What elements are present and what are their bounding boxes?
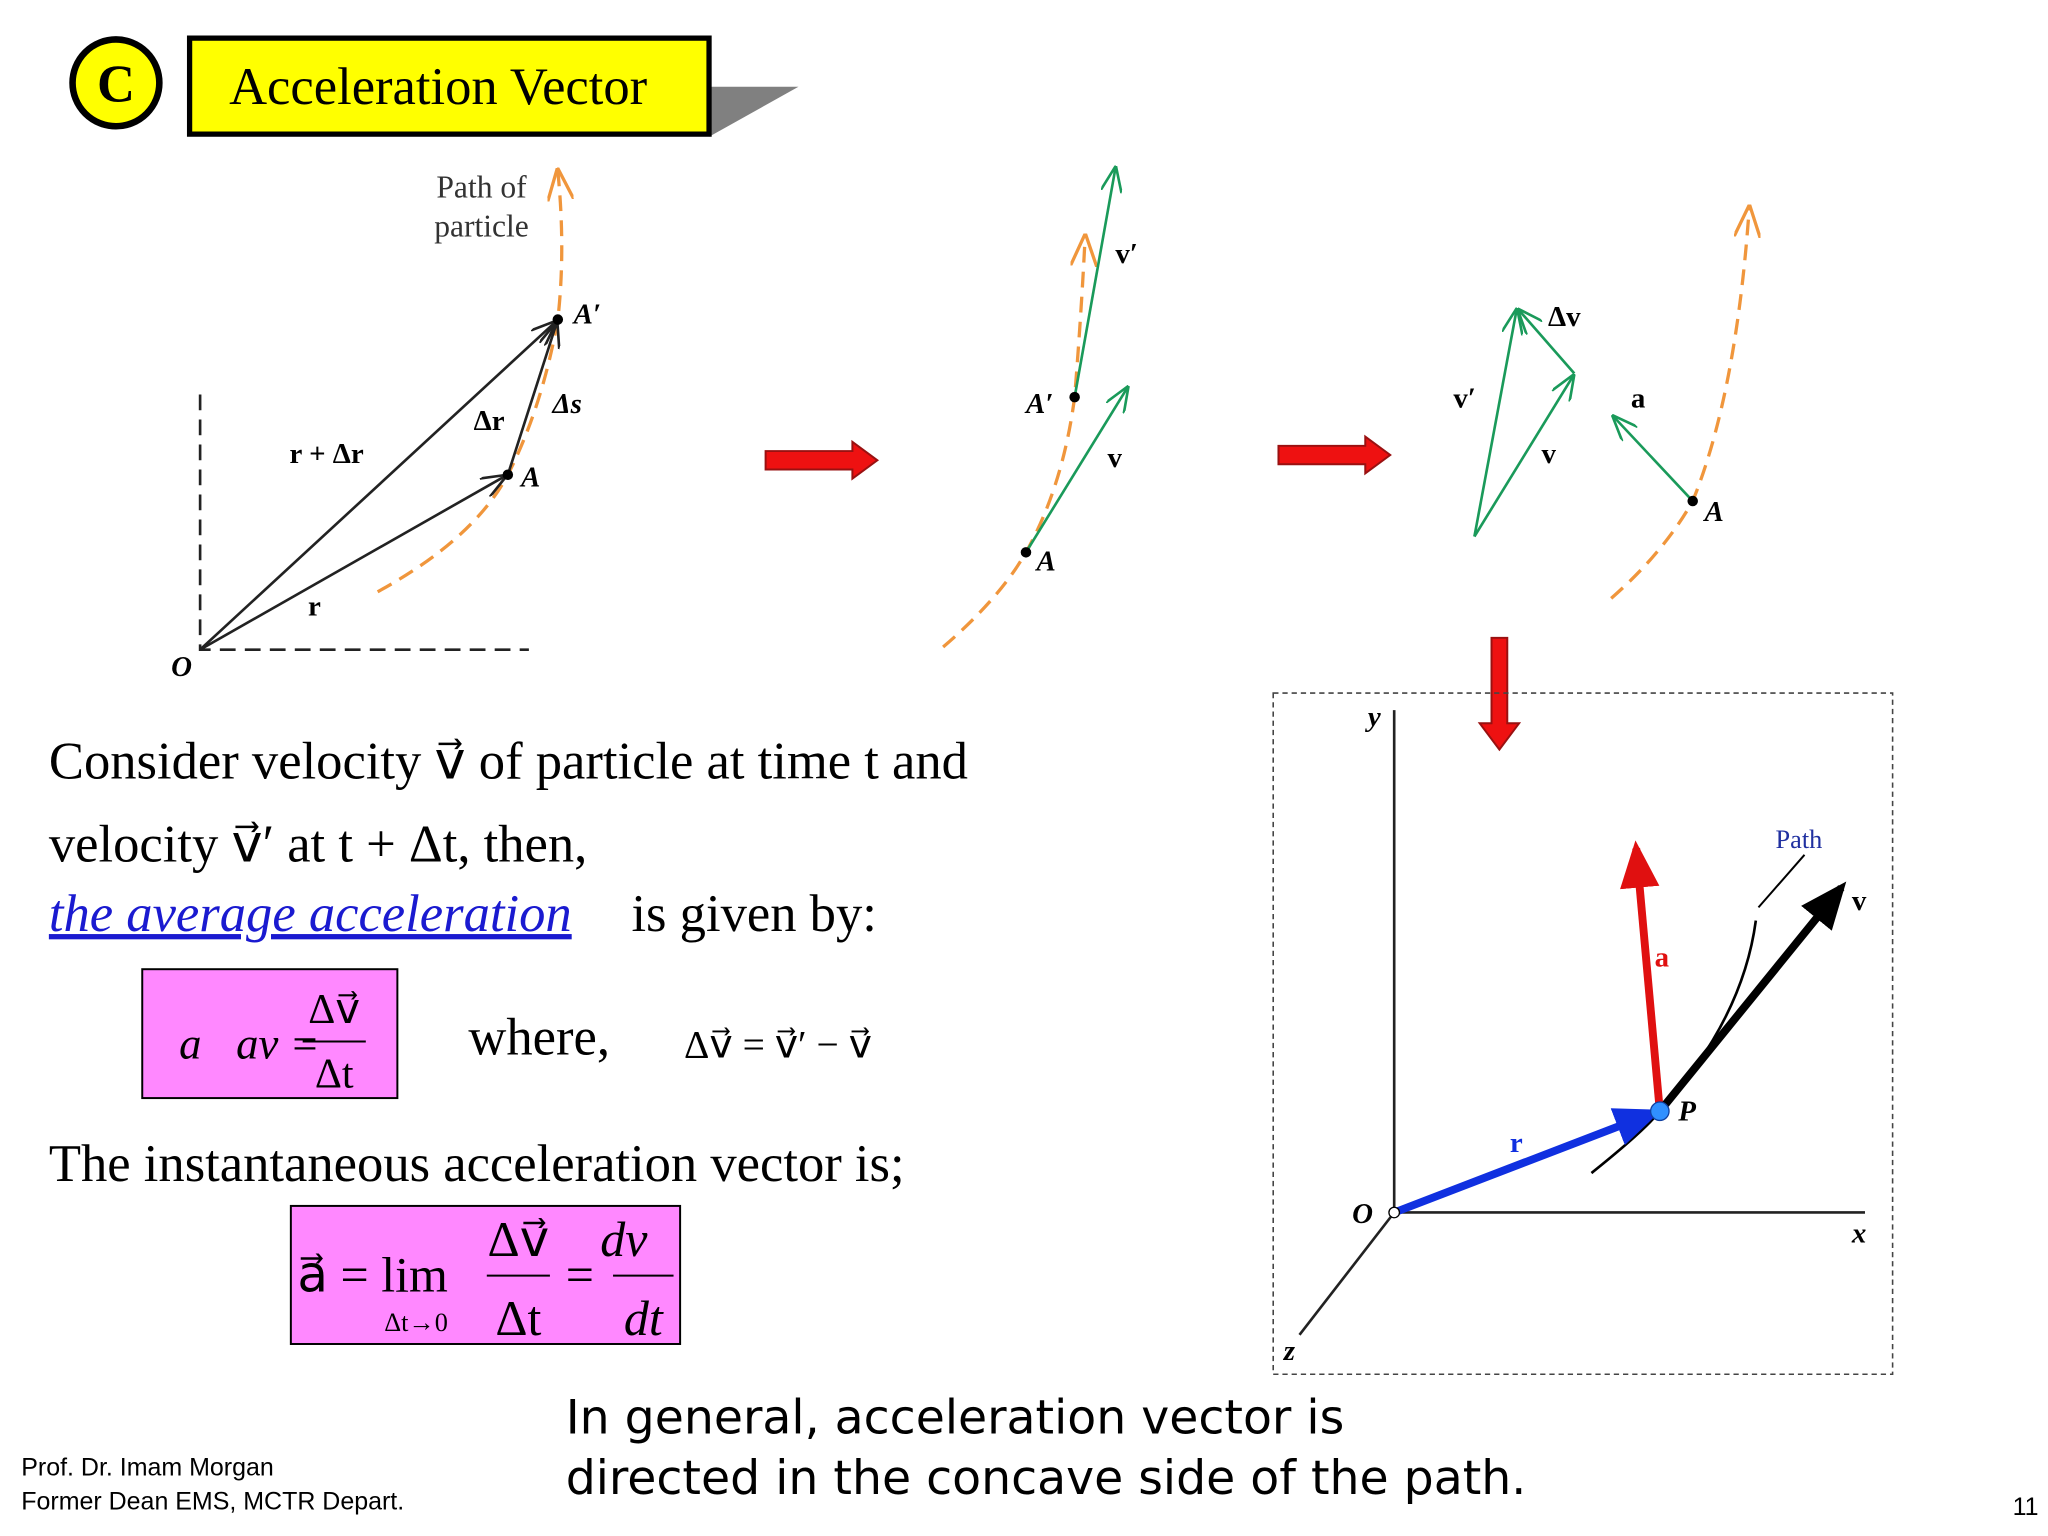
figure-1: [198, 171, 563, 651]
formula: dt: [624, 1290, 664, 1346]
title-box: [186, 35, 712, 137]
label: x: [1851, 1218, 1866, 1250]
label: v′: [1115, 238, 1138, 270]
formula: dv⃗: [600, 1211, 686, 1267]
badge-text: C: [97, 55, 135, 113]
label: a: [1655, 942, 1670, 974]
text-line: where,: [468, 1009, 610, 1067]
label: z: [1283, 1335, 1296, 1367]
label: A: [519, 462, 540, 494]
header: C Acceleration Vector: [69, 35, 799, 137]
text-line: is given by:: [631, 885, 876, 943]
formula: Δt: [495, 1290, 541, 1346]
red-arrows: [764, 434, 1522, 752]
label: Δs: [552, 388, 582, 420]
note: directed in the concave side of the path…: [566, 1451, 1527, 1506]
page-number: 11: [2013, 1493, 2039, 1521]
label: A′: [572, 299, 601, 331]
label: r + Δr: [290, 438, 364, 470]
body: Consider velocity v⃗ of particle at time…: [49, 733, 968, 1346]
label: v: [1541, 438, 1556, 470]
label: r: [1510, 1127, 1523, 1159]
label: A: [1703, 496, 1724, 528]
formula: Δv⃗: [487, 1211, 549, 1267]
formula: Δt→0: [384, 1308, 448, 1337]
link[interactable]: the average acceleration: [49, 885, 572, 943]
label: a: [1631, 383, 1646, 415]
label: Δv: [1548, 301, 1581, 333]
text-line: The instantaneous acceleration vector is…: [49, 1135, 905, 1193]
figure-3: [1473, 208, 1749, 600]
formula: Δt: [315, 1052, 354, 1098]
label: Δr: [474, 405, 505, 437]
label: particle: [434, 209, 529, 244]
footer-author: Prof. Dr. Imam Morgan: [21, 1454, 274, 1482]
label: P: [1677, 1095, 1696, 1127]
shadow: [709, 86, 799, 137]
label: O: [1352, 1198, 1373, 1230]
label: v: [1108, 442, 1123, 474]
label: A′: [1024, 388, 1053, 420]
note: In general, acceleration vector is: [566, 1390, 1345, 1445]
title: Acceleration Vector: [229, 58, 648, 116]
figure-4: [1272, 692, 1894, 1376]
formula: a⃗av =: [179, 1019, 320, 1069]
text-line: velocity v⃗′ at t + Δt, then,: [49, 815, 587, 873]
label: Path: [1776, 825, 1823, 854]
label: Path of: [436, 169, 527, 204]
label: y: [1365, 701, 1381, 733]
formula-box: [141, 968, 399, 1100]
label: v′: [1453, 383, 1476, 415]
label: A: [1034, 546, 1055, 578]
label: v: [1852, 885, 1867, 917]
formula: Δv⃗ = v⃗′ − v⃗: [684, 1022, 872, 1066]
label: r: [308, 590, 321, 622]
formula: =: [566, 1246, 594, 1302]
badge: [69, 36, 163, 130]
footer-position: Former Dean EMS, MCTR Depart.: [21, 1488, 404, 1516]
figure-2: [942, 168, 1127, 649]
formula: a⃗ = lim: [297, 1246, 448, 1302]
text-line: Consider velocity v⃗ of particle at time…: [49, 733, 968, 791]
label: O: [171, 651, 192, 683]
formula: Δv⃗: [308, 987, 360, 1033]
